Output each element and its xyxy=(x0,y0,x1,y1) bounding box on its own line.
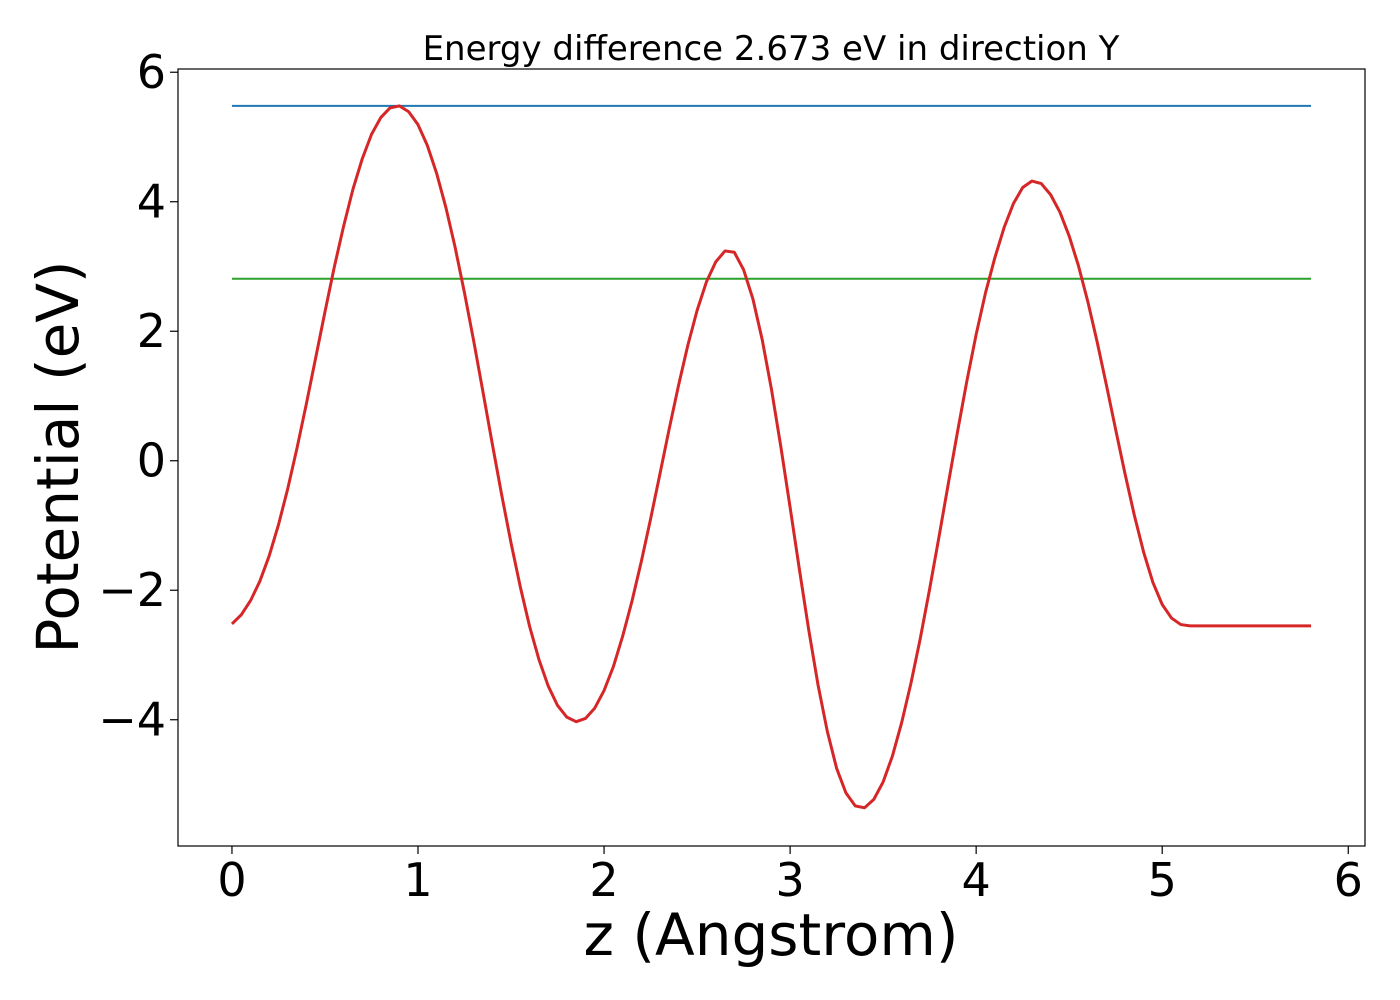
x-tick-label: 4 xyxy=(962,853,991,907)
x-tick-label: 1 xyxy=(403,853,432,907)
x-tick-label: 5 xyxy=(1148,853,1177,907)
x-axis-label: z (Angstrom) xyxy=(584,901,959,969)
y-tick-label: 0 xyxy=(137,434,166,488)
y-axis: −4 −2 0 2 4 6 xyxy=(98,45,178,747)
chart-title: Energy difference 2.673 eV in direction … xyxy=(423,29,1120,69)
series-layer xyxy=(230,104,1312,810)
y-axis-label: Potential (eV) xyxy=(24,260,92,653)
x-tick-label: 6 xyxy=(1334,853,1363,907)
y-tick-label: 6 xyxy=(137,45,166,99)
series-line-3 xyxy=(230,104,1312,810)
x-tick-label: 3 xyxy=(775,853,804,907)
y-tick-label: −2 xyxy=(98,563,166,617)
plot-area-frame xyxy=(177,68,1366,847)
y-tick-label: 4 xyxy=(137,175,166,229)
y-tick-label: −4 xyxy=(98,693,166,747)
x-tick-label: 2 xyxy=(589,853,618,907)
x-tick-label: 0 xyxy=(217,853,246,907)
x-axis: 0 1 2 3 4 5 6 xyxy=(217,846,1363,907)
y-tick-label: 2 xyxy=(137,304,166,358)
